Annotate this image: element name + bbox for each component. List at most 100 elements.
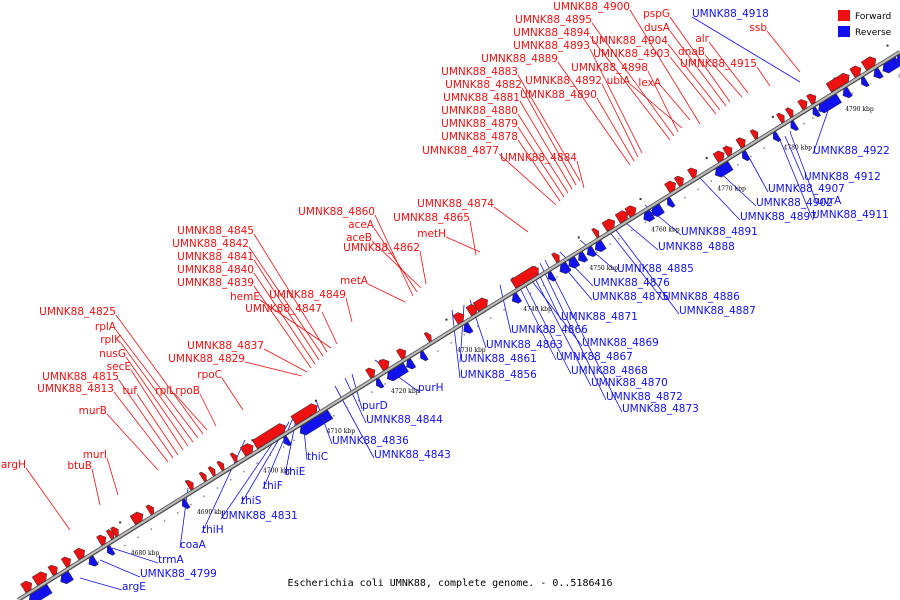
- reverse-gene-label: UMNK88_4907: [768, 183, 845, 195]
- forward-gene-label: aceA: [348, 219, 375, 231]
- reverse-gene: [594, 239, 607, 253]
- forward-gene-label: UMNK88_4847: [245, 303, 322, 315]
- leader-line: [174, 393, 208, 431]
- axis-edge-bottom: [19, 53, 900, 600]
- tick-mark: [216, 487, 219, 489]
- forward-gene: [784, 107, 794, 118]
- forward-gene-label: UMNK88_4849: [269, 289, 346, 301]
- reverse-gene-label: thiE: [285, 466, 305, 478]
- forward-gene: [849, 65, 862, 78]
- reverse-gene: [790, 120, 799, 131]
- leader-line: [544, 259, 623, 413]
- forward-gene: [73, 547, 85, 561]
- reverse-gene-label: argE: [122, 581, 146, 593]
- forward-gene: [377, 358, 390, 372]
- leader-line: [115, 314, 204, 435]
- forward-gene-label: UMNK88_4878: [441, 131, 518, 143]
- tick-mark: [490, 317, 492, 319]
- tick-mark: [609, 243, 611, 245]
- reverse-gene-label: UMNK88_4856: [460, 369, 537, 381]
- tick-label: 4760 kbp: [651, 227, 680, 234]
- legend-forward-label: Forward: [855, 12, 891, 22]
- reverse-gene-label: UMNK88_4861: [460, 353, 537, 365]
- forward-gene: [239, 443, 254, 457]
- reverse-gene: [376, 377, 385, 389]
- leader-line: [604, 225, 664, 301]
- leader-line: [253, 259, 320, 361]
- reverse-gene-label: UMNK88_4891: [681, 226, 758, 238]
- tick-mark: [97, 561, 100, 563]
- forward-gene-label: UMNK88_4874: [417, 198, 494, 210]
- forward-gene-label: UMNK88_4881: [443, 92, 520, 104]
- forward-gene-label: UMNK88_4839: [177, 277, 254, 289]
- leader-line: [113, 391, 169, 463]
- forward-gene-label: UMNK88_4815: [42, 371, 119, 383]
- tick-mark: [618, 237, 620, 240]
- reverse-gene-label: UMNK88_4867: [556, 351, 633, 363]
- forward-gene-label: dusA: [644, 22, 671, 34]
- forward-gene: [31, 571, 47, 586]
- forward-gene-label: UMNK88_4829: [168, 353, 245, 365]
- forward-gene-label: UMNK88_4898: [571, 62, 648, 74]
- forward-gene-label: ssb: [749, 22, 767, 34]
- forward-gene-label: aceB: [346, 232, 372, 244]
- reverse-gene-label: UMNK88_4836: [332, 435, 409, 447]
- tick-mark: [644, 221, 646, 223]
- reverse-gene: [742, 150, 751, 162]
- leader-line: [779, 139, 813, 219]
- tick-label: 4780 kbp: [783, 144, 812, 151]
- forward-gene: [423, 331, 432, 343]
- leader-line: [644, 204, 682, 236]
- genome-axis: [16, 50, 900, 600]
- reverse-gene: [568, 256, 581, 269]
- reverse-gene: [420, 350, 429, 362]
- reverse-gene-label: UMNK88_4911: [812, 209, 889, 221]
- reverse-gene-label: UMNK88_4922: [813, 145, 890, 157]
- tick-mark: [269, 454, 272, 456]
- forward-gene-label: UMNK88_4904: [591, 35, 668, 47]
- forward-gene: [664, 180, 676, 194]
- tick-label: 4770 kbp: [717, 185, 746, 192]
- forward-gene: [712, 150, 725, 163]
- leader-line: [79, 577, 123, 591]
- forward-gene: [673, 175, 684, 188]
- axis-line: [17, 50, 900, 600]
- leader-line: [517, 74, 581, 182]
- reverse-gene-label: UMNK88_4897: [740, 211, 817, 223]
- tick-mark: [750, 155, 752, 158]
- tick-label: 4800 kbp: [898, 73, 900, 80]
- tick-mark: [357, 399, 360, 402]
- tick-mark: [577, 236, 580, 239]
- tick-mark: [190, 503, 192, 506]
- tick-mark: [705, 156, 708, 159]
- reverse-gene: [586, 245, 597, 258]
- leader-line: [669, 16, 731, 103]
- reverse-gene: [714, 160, 734, 178]
- reverse-gene: [283, 435, 292, 447]
- leader-line: [253, 285, 312, 369]
- forward-gene: [722, 145, 733, 157]
- gene-features: [20, 52, 900, 600]
- leader-line: [345, 297, 353, 323]
- forward-gene-label: UMNK88_4890: [520, 89, 597, 101]
- leader-line: [576, 160, 585, 189]
- leader-line: [756, 66, 771, 87]
- tick-mark: [631, 229, 633, 232]
- forward-gene-label: hemE: [230, 291, 260, 303]
- leader-line: [469, 220, 477, 256]
- tick-mark: [790, 131, 792, 133]
- reverse-gene: [60, 570, 74, 585]
- tick-mark: [595, 251, 598, 254]
- reverse-gene-label: thiF: [263, 480, 283, 492]
- forward-gene: [229, 452, 238, 463]
- forward-gene-label: UMNK88_4825: [39, 306, 116, 318]
- leader-line: [253, 272, 316, 365]
- forward-gene: [825, 72, 850, 93]
- forward-gene-label: UMNK88_4860: [298, 206, 375, 218]
- reverse-gene: [772, 131, 782, 142]
- forward-gene-label: UMNK88_4862: [343, 242, 420, 254]
- reverse-gene-label: UMNK88_4844: [366, 414, 443, 426]
- leader-line: [766, 30, 801, 73]
- forward-gene: [216, 460, 225, 472]
- reverse-gene-label: UMNK88_4887: [679, 305, 756, 317]
